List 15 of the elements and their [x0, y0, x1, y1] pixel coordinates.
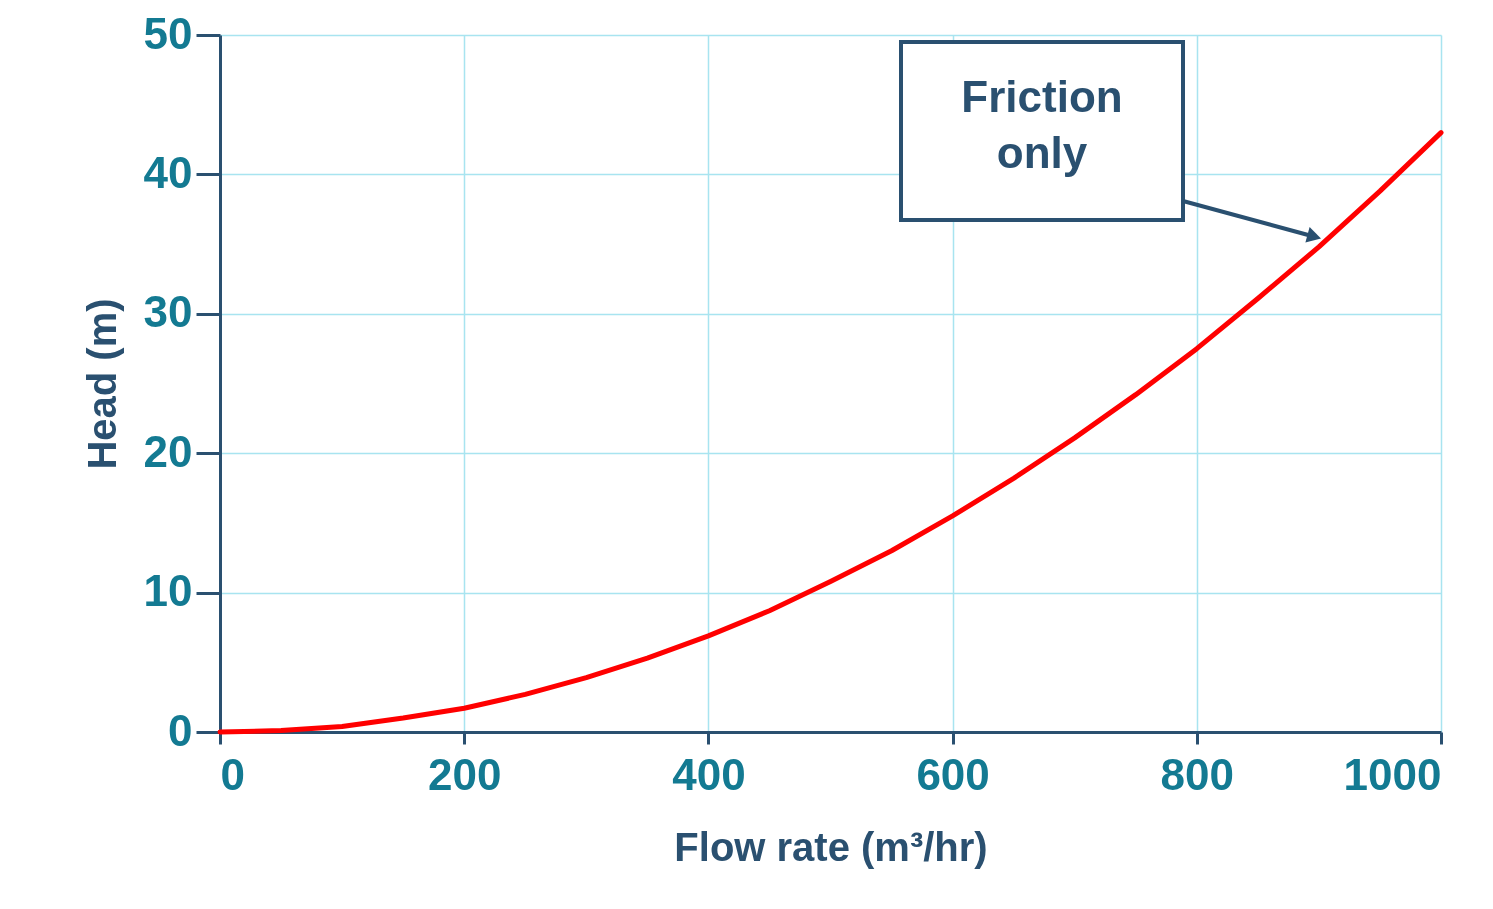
y-tick-label: 50 — [143, 8, 193, 58]
x-axis-title: Flow rate (m³/hr) — [674, 824, 988, 869]
y-tick-label: 0 — [168, 705, 193, 755]
y-tick-label: 20 — [143, 426, 193, 476]
x-tick-label: 200 — [427, 749, 502, 799]
x-tick-label: 1000 — [1343, 749, 1442, 799]
y-axis-title: Head (m) — [79, 298, 124, 470]
y-tick-label: 40 — [143, 147, 193, 197]
y-tick-label: 30 — [143, 287, 193, 337]
annotation: Friction only — [961, 72, 1123, 177]
x-tick-label: 0 — [220, 749, 245, 799]
x-tick-label: 800 — [1160, 749, 1235, 799]
x-tick-label: 400 — [672, 749, 746, 799]
y-tick-label: 10 — [143, 566, 193, 616]
x-tick-label: 600 — [916, 749, 990, 799]
